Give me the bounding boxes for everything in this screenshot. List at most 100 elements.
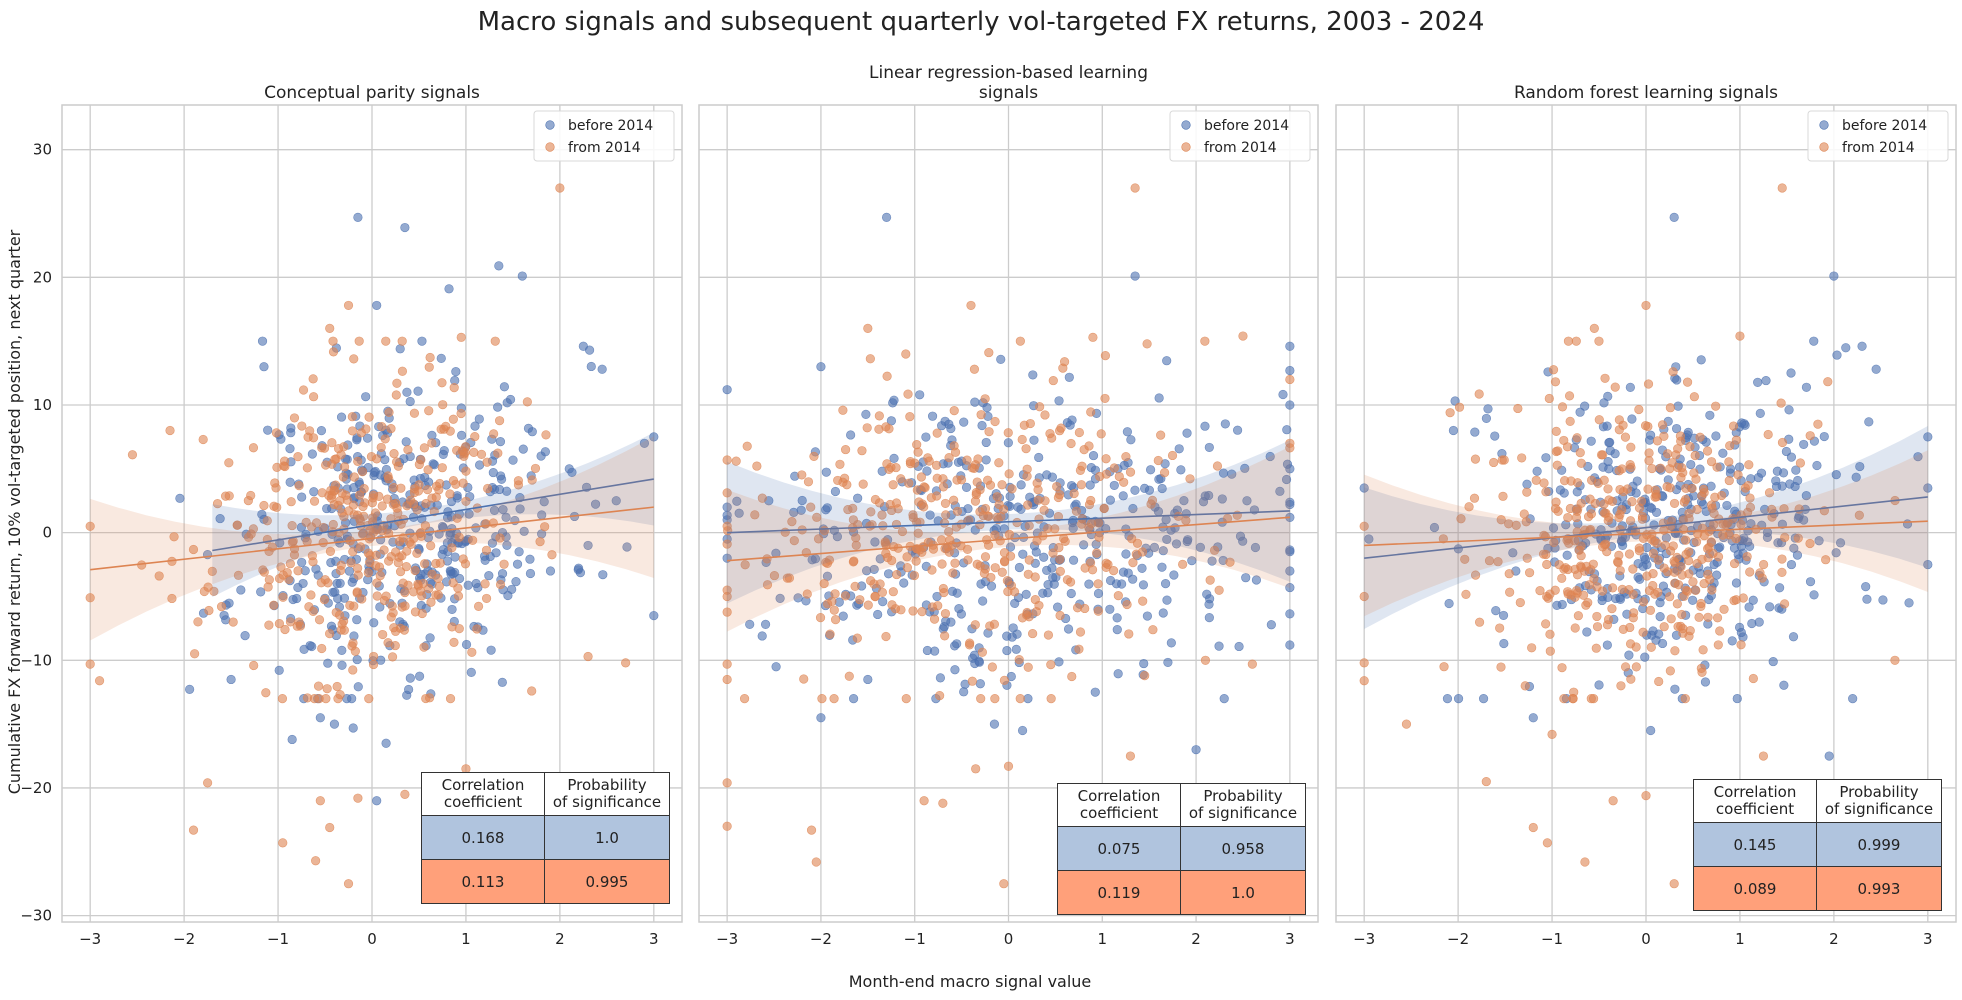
point-from-2014 (980, 564, 990, 574)
point-from-2014 (1557, 663, 1567, 673)
point-before-2014 (1786, 452, 1797, 462)
point-before-2014 (1923, 432, 1933, 442)
point-from-2014 (307, 551, 317, 561)
point-from-2014 (994, 499, 1004, 510)
point-from-2014 (445, 489, 455, 499)
x-tick-label: −3 (79, 930, 101, 948)
point-from-2014 (1225, 557, 1235, 567)
point-from-2014 (346, 558, 356, 568)
point-before-2014 (1137, 563, 1147, 573)
point-from-2014 (1592, 582, 1602, 592)
point-from-2014 (317, 443, 327, 453)
point-before-2014 (863, 674, 873, 685)
point-before-2014 (1861, 582, 1871, 592)
point-from-2014 (844, 671, 854, 681)
point-before-2014 (1085, 480, 1095, 490)
point-from-2014 (1731, 435, 1741, 445)
point-before-2014 (963, 504, 973, 514)
point-before-2014 (286, 428, 296, 438)
point-from-2014 (997, 567, 1007, 577)
point-from-2014 (949, 406, 959, 416)
point-before-2014 (649, 432, 659, 442)
point-before-2014 (1088, 450, 1099, 461)
point-from-2014 (1545, 629, 1555, 639)
point-from-2014 (1495, 623, 1505, 633)
point-from-2014 (1724, 457, 1734, 467)
point-from-2014 (278, 838, 288, 848)
point-from-2014 (203, 778, 213, 788)
point-before-2014 (1871, 364, 1881, 374)
point-from-2014 (279, 456, 290, 466)
point-from-2014 (916, 472, 926, 482)
point-before-2014 (1605, 437, 1615, 447)
point-from-2014 (1074, 427, 1084, 438)
point-before-2014 (975, 679, 985, 689)
stats-table: Correlation coefficient Probability of sign… (1057, 783, 1306, 915)
point-before-2014 (517, 271, 527, 281)
point-from-2014 (400, 587, 410, 598)
point-before-2014 (451, 367, 461, 377)
point-before-2014 (1688, 491, 1699, 501)
point-before-2014 (1163, 657, 1173, 668)
point-before-2014 (470, 421, 480, 431)
point-from-2014 (390, 626, 401, 636)
point-from-2014 (1535, 586, 1545, 596)
point-before-2014 (1562, 550, 1572, 560)
point-from-2014 (1668, 541, 1678, 551)
point-from-2014 (85, 659, 95, 669)
point-from-2014 (722, 821, 732, 831)
point-from-2014 (970, 620, 980, 630)
point-from-2014 (1005, 551, 1016, 561)
point-from-2014 (1088, 332, 1098, 342)
point-from-2014 (1566, 476, 1576, 486)
point-from-2014 (1059, 357, 1070, 367)
point-from-2014 (349, 472, 359, 482)
point-from-2014 (769, 570, 780, 581)
point-before-2014 (1831, 470, 1841, 480)
point-before-2014 (1755, 408, 1765, 418)
point-before-2014 (1768, 656, 1778, 667)
point-from-2014 (1496, 515, 1506, 525)
point-from-2014 (1665, 592, 1675, 602)
plot-area (1359, 183, 1933, 889)
point-before-2014 (734, 508, 744, 518)
point-before-2014 (1054, 396, 1064, 406)
point-before-2014 (1777, 519, 1787, 529)
point-before-2014 (1727, 636, 1737, 646)
point-before-2014 (1002, 631, 1012, 641)
point-from-2014 (1745, 567, 1755, 577)
point-from-2014 (207, 566, 217, 576)
point-before-2014 (1632, 476, 1642, 486)
point-from-2014 (1758, 751, 1769, 761)
point-from-2014 (311, 518, 322, 528)
point-before-2014 (316, 426, 327, 436)
point-from-2014 (1677, 609, 1687, 620)
point-from-2014 (1071, 506, 1082, 516)
point-from-2014 (1677, 570, 1687, 580)
point-from-2014 (1504, 569, 1514, 579)
point-from-2014 (1009, 587, 1020, 597)
point-from-2014 (911, 556, 921, 566)
point-before-2014 (1250, 542, 1261, 553)
point-from-2014 (1178, 559, 1188, 569)
point-before-2014 (1034, 452, 1044, 463)
point-from-2014 (877, 587, 888, 598)
point-before-2014 (1003, 438, 1013, 448)
point-from-2014 (1456, 514, 1466, 524)
point-from-2014 (1521, 517, 1531, 527)
legend-label: before 2014 (1842, 118, 1927, 134)
point-before-2014 (1528, 713, 1538, 723)
point-from-2014 (280, 624, 290, 635)
point-from-2014 (232, 520, 242, 530)
point-before-2014 (1112, 613, 1122, 623)
point-before-2014 (1748, 595, 1758, 605)
point-before-2014 (1709, 559, 1719, 570)
point-from-2014 (1649, 536, 1659, 546)
point-from-2014 (1557, 402, 1568, 412)
point-before-2014 (1204, 599, 1214, 609)
point-from-2014 (802, 589, 812, 599)
point-before-2014 (1105, 604, 1115, 614)
point-from-2014 (1052, 481, 1062, 492)
point-from-2014 (1698, 645, 1708, 655)
point-from-2014 (1474, 389, 1484, 399)
